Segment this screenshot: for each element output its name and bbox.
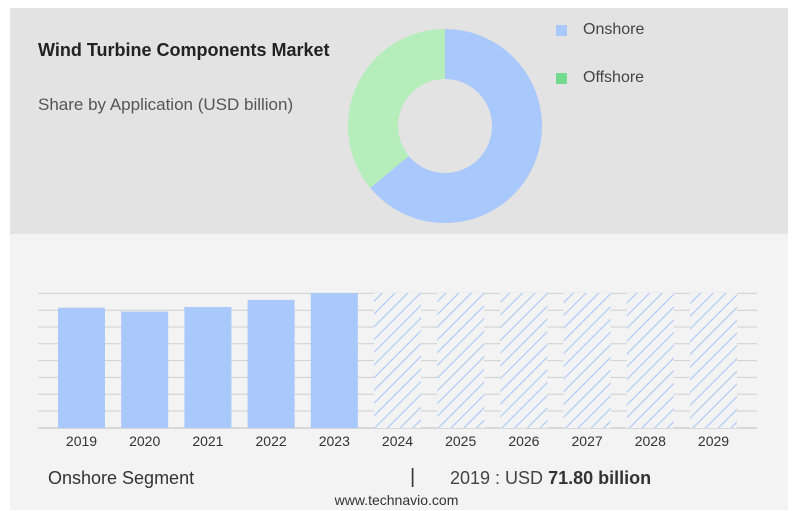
x-tick-label-2019: 2019 — [66, 433, 97, 449]
x-tick-label-2027: 2027 — [572, 433, 603, 449]
bar-2024 — [374, 293, 421, 428]
x-tick-label-2026: 2026 — [508, 433, 539, 449]
donut-slice-offshore — [348, 29, 445, 188]
legend-item-onshore: Onshore — [556, 21, 645, 39]
chart-title: Wind Turbine Components Market — [38, 40, 330, 60]
bar-2022 — [247, 299, 295, 428]
bar-2020 — [121, 311, 169, 428]
legend-label-offshore: Offshore — [583, 69, 645, 86]
legend-swatch-onshore — [556, 25, 567, 36]
bar-chart: 2019 2020 2021 2022 2023 2024 2025 2026 2027 2028… — [38, 292, 757, 449]
x-tick-label-2028: 2028 — [635, 433, 666, 449]
legend-item-offshore: Offshore — [556, 69, 645, 87]
segment-value-amount: 71.80 billion — [548, 468, 652, 488]
bar-2025 — [437, 293, 485, 428]
bar-2029 — [690, 293, 737, 428]
segment-value-prefix: 2019 : USD — [450, 468, 544, 488]
bar-2026 — [500, 293, 548, 428]
segment-label: Onshore Segment — [48, 468, 195, 488]
bar-2023 — [310, 293, 358, 428]
x-tick-label-2020: 2020 — [129, 433, 160, 449]
source-link[interactable]: www.technavio.com — [334, 492, 459, 508]
legend-swatch-offshore — [556, 73, 567, 84]
donut-chart — [348, 29, 542, 224]
bar-2021 — [184, 307, 232, 428]
x-tick-label-2022: 2022 — [256, 433, 287, 449]
segment-value: 2019 : USD 71.80 billion — [450, 468, 651, 489]
x-tick-label-2025: 2025 — [445, 433, 476, 449]
bar-2019 — [58, 307, 105, 428]
chart-subtitle: Share by Application (USD billion) — [38, 95, 294, 114]
x-tick-label-2023: 2023 — [319, 433, 350, 449]
legend-label-onshore: Onshore — [583, 21, 645, 38]
donut-slice-onshore — [370, 29, 542, 224]
x-tick-label-2021: 2021 — [192, 433, 223, 449]
bar-2027 — [563, 293, 611, 428]
x-tick-label-2024: 2024 — [382, 433, 413, 449]
bar-2028 — [626, 293, 674, 428]
x-tick-label-2029: 2029 — [698, 433, 729, 449]
footer-separator: | — [410, 466, 416, 488]
